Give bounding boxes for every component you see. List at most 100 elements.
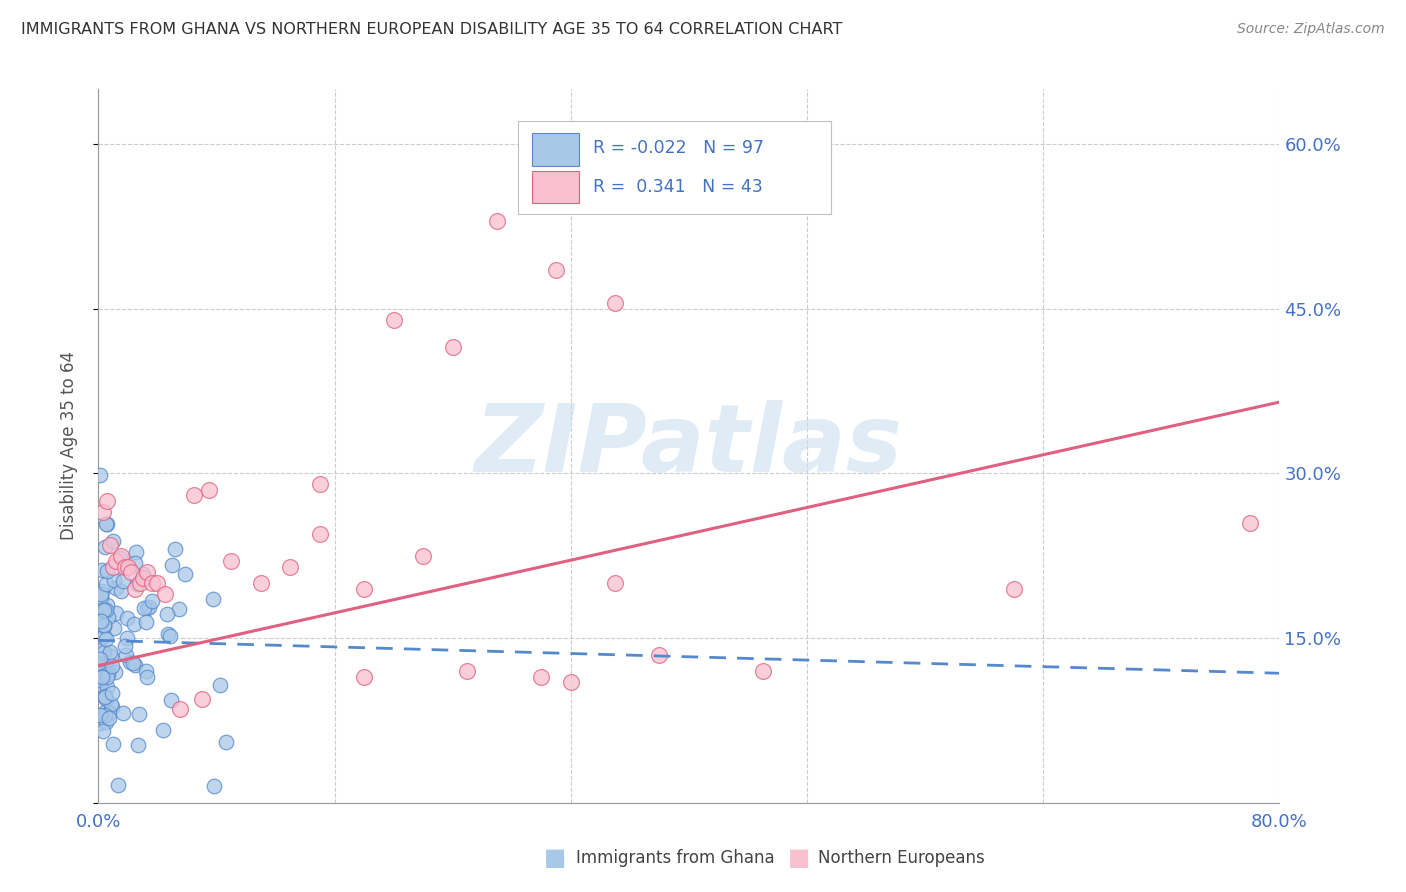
Point bbox=[141, 594, 163, 608]
Point bbox=[138, 599, 160, 614]
Point bbox=[1239, 516, 1261, 530]
Point bbox=[353, 582, 375, 596]
Point bbox=[136, 670, 159, 684]
Point bbox=[94, 517, 117, 532]
Point bbox=[104, 665, 127, 679]
Point bbox=[648, 648, 671, 662]
Point bbox=[169, 702, 191, 716]
Point bbox=[89, 677, 111, 691]
Point bbox=[124, 657, 146, 672]
Point bbox=[115, 648, 138, 662]
Point bbox=[93, 618, 115, 632]
Point bbox=[118, 655, 141, 669]
Point bbox=[219, 554, 242, 568]
Point bbox=[93, 619, 115, 633]
Point bbox=[152, 723, 174, 738]
Point bbox=[105, 606, 128, 620]
Point bbox=[110, 549, 132, 563]
Point bbox=[128, 706, 150, 721]
FancyBboxPatch shape bbox=[531, 171, 579, 203]
Point bbox=[121, 657, 143, 671]
Point bbox=[167, 602, 190, 616]
Point bbox=[141, 576, 163, 591]
Point bbox=[94, 704, 117, 718]
Point bbox=[159, 629, 181, 643]
Point bbox=[546, 263, 568, 277]
Point bbox=[91, 584, 114, 599]
Point bbox=[96, 599, 118, 613]
Point bbox=[91, 505, 114, 519]
Point bbox=[96, 494, 118, 508]
Point bbox=[100, 697, 122, 711]
Point bbox=[90, 615, 112, 629]
Point bbox=[103, 559, 125, 574]
Point bbox=[101, 685, 124, 699]
Point bbox=[93, 629, 115, 643]
Point bbox=[89, 716, 111, 731]
Point bbox=[89, 673, 111, 687]
Point bbox=[97, 609, 120, 624]
Point bbox=[202, 779, 225, 793]
Point bbox=[250, 576, 273, 591]
Point bbox=[96, 516, 118, 531]
Point bbox=[382, 312, 405, 326]
Point bbox=[456, 664, 478, 678]
Point bbox=[94, 690, 117, 705]
Point bbox=[159, 692, 181, 706]
Point bbox=[98, 711, 121, 725]
Point bbox=[156, 627, 179, 641]
Point bbox=[278, 559, 302, 574]
Point bbox=[124, 582, 146, 596]
Text: Source: ZipAtlas.com: Source: ZipAtlas.com bbox=[1237, 22, 1385, 37]
Point bbox=[530, 669, 553, 683]
Text: ZIPatlas: ZIPatlas bbox=[475, 400, 903, 492]
Point bbox=[98, 538, 121, 552]
Point bbox=[93, 603, 115, 617]
Point bbox=[115, 632, 138, 646]
Point bbox=[90, 670, 112, 684]
Point bbox=[101, 534, 124, 549]
Point bbox=[605, 296, 627, 310]
Point bbox=[153, 587, 176, 601]
FancyBboxPatch shape bbox=[517, 121, 831, 214]
Point bbox=[90, 586, 112, 600]
Text: R = -0.022   N = 97: R = -0.022 N = 97 bbox=[593, 139, 765, 157]
Point bbox=[97, 666, 120, 681]
Point bbox=[103, 621, 125, 635]
Point bbox=[122, 617, 145, 632]
Point bbox=[136, 600, 159, 615]
Point bbox=[124, 556, 146, 570]
Point bbox=[560, 675, 582, 690]
Point bbox=[94, 708, 117, 723]
Point bbox=[101, 659, 124, 673]
Point bbox=[117, 559, 139, 574]
Point bbox=[101, 699, 124, 714]
Point bbox=[132, 600, 155, 615]
Point bbox=[135, 664, 157, 678]
Point bbox=[105, 554, 128, 568]
Point bbox=[120, 566, 142, 580]
Point bbox=[94, 691, 117, 706]
Point bbox=[191, 691, 214, 706]
Point bbox=[103, 737, 125, 751]
Point bbox=[91, 669, 114, 683]
Point bbox=[135, 615, 157, 630]
Point bbox=[96, 603, 118, 617]
Point bbox=[215, 734, 238, 748]
Y-axis label: Disability Age 35 to 64: Disability Age 35 to 64 bbox=[59, 351, 77, 541]
Point bbox=[165, 542, 187, 557]
Point bbox=[114, 639, 136, 653]
Point bbox=[89, 660, 111, 674]
Point bbox=[198, 483, 221, 497]
Text: R =  0.341   N = 43: R = 0.341 N = 43 bbox=[593, 178, 763, 196]
Point bbox=[111, 706, 134, 721]
Point bbox=[412, 549, 434, 563]
Point bbox=[353, 669, 375, 683]
Point bbox=[156, 607, 179, 621]
Point bbox=[209, 678, 232, 692]
Point bbox=[146, 576, 169, 591]
Point bbox=[309, 526, 332, 541]
Point bbox=[89, 664, 111, 678]
Point bbox=[751, 664, 773, 678]
Point bbox=[93, 540, 115, 554]
